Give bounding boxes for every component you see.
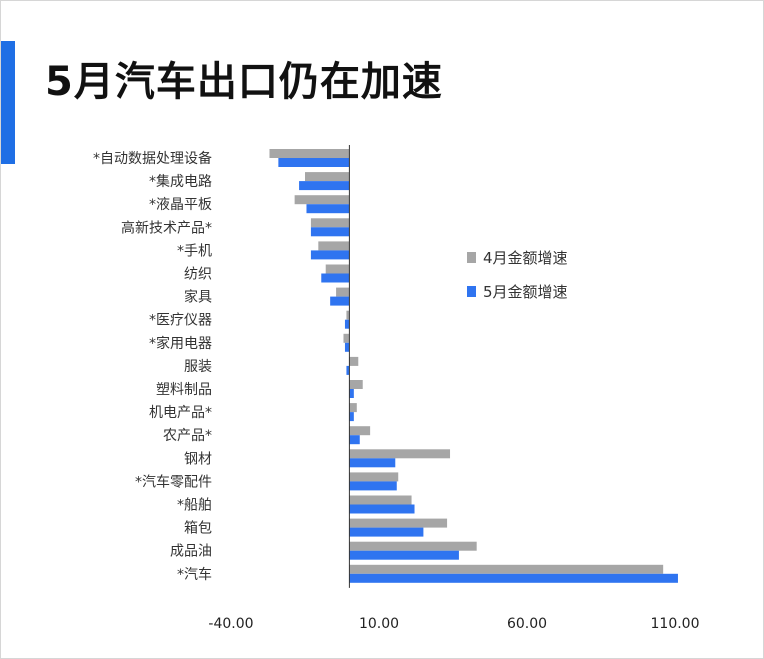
bar-april [349,449,451,459]
bar-april [349,541,477,551]
chart-title: 5月汽车出口仍在加速 [45,59,443,105]
bar-april [336,287,350,297]
title-accent-bar [1,41,15,164]
category-label: *船舶 [177,498,212,514]
category-label: *集成电路 [149,173,212,190]
category-label: *汽车零配件 [135,473,212,490]
category-label: 高新技术产品* [121,219,212,236]
category-label: *手机 [177,243,212,259]
bar-may [344,342,350,352]
bar-may [349,550,459,560]
bar-may [310,250,350,260]
bar-may [344,319,350,329]
bar-april [294,195,350,205]
bar-april [349,472,399,482]
bar-may [349,389,354,398]
bar-may [310,227,350,237]
bar-may [349,481,397,491]
bar-may [278,158,350,167]
bar-april [346,310,350,320]
bar-may [321,273,350,283]
bar-april [269,149,350,158]
category-label: *汽车 [177,566,212,583]
bar-april [349,356,359,366]
legend-label: 5月金额增速 [483,283,568,301]
bar-april [310,218,350,228]
x-tick-label: 110.00 [651,616,700,632]
category-label: *医疗仪器 [149,313,212,329]
category-label: 成品油 [170,544,212,560]
bar-april [325,264,350,274]
bar-may [349,504,415,514]
category-label: 钢材 [184,451,212,467]
category-label: 箱包 [184,521,212,537]
bar-may [346,365,350,375]
bar-april [349,426,371,436]
legend-label: 4月金额增速 [483,249,568,267]
bar-may [349,527,424,537]
category-label: *液晶平板 [149,197,212,213]
category-label: 农产品* [163,428,212,444]
bar-may [349,435,360,445]
x-tick-label: 10.00 [359,616,399,632]
bar-april [349,380,363,389]
bar-april [305,172,350,182]
legend-swatch-may [467,286,476,297]
category-label: *家用电器 [149,335,212,352]
bar-april [349,518,448,528]
bar-april [349,403,357,413]
bar-may [299,181,350,191]
category-label: 家具 [184,289,212,306]
legend-swatch-april [467,252,476,263]
x-tick-label: 60.00 [507,616,547,632]
category-label: 塑料制品 [156,382,212,398]
bar-may [330,296,350,306]
bar-april [349,495,412,505]
bar-may [349,458,396,468]
bar-may [306,204,350,214]
category-label: *自动数据处理设备 [93,150,212,167]
bar-april [349,564,664,574]
bar-april [343,333,350,343]
category-label: 纺织 [184,267,212,283]
bar-may [349,573,678,583]
category-label: 机电产品* [149,405,212,421]
category-label: 服装 [184,359,212,375]
bar-april [318,241,350,251]
bar-may [349,412,354,422]
x-tick-label: -40.00 [208,616,253,632]
